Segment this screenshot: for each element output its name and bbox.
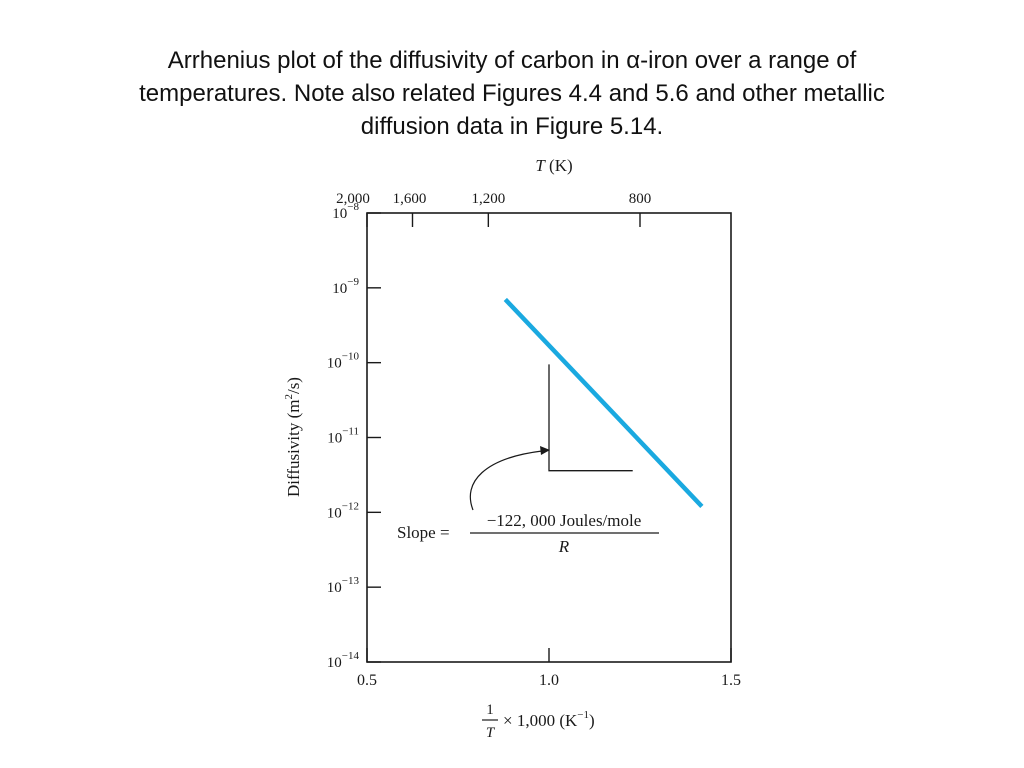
- y-axis-label-exponent: 2: [283, 394, 295, 400]
- y-tick-exponent: −14: [342, 650, 360, 662]
- y-tick-label-1: 10−9: [332, 276, 359, 297]
- y-axis-label-close: /s): [284, 377, 303, 394]
- x-tick-label-0: 0.5: [357, 672, 377, 689]
- caption-line-1: Arrhenius plot of the diffusivity of car…: [167, 47, 857, 74]
- top-axis-label: T (K): [535, 156, 572, 175]
- y-tick-base: 10: [327, 580, 342, 596]
- x-axis-label-numerator: 1: [486, 702, 494, 718]
- top-tick-label-0: 2,000: [336, 191, 370, 207]
- axes-layer: [366, 212, 732, 663]
- marks-layer: [469, 297, 704, 511]
- y-tick-exponent: −12: [342, 500, 359, 512]
- slope-annotation-numerator: −122, 000 Joules/mole: [487, 511, 642, 530]
- slope-annotation-denominator: R: [558, 537, 570, 556]
- y-axis-label-text: Diffusivity (m: [284, 400, 303, 497]
- top-tick-label-2: 1,200: [471, 191, 505, 207]
- top-axis-unit: (K): [545, 156, 573, 175]
- y-tick-exponent: −11: [342, 426, 359, 438]
- x-axis-label-suffix: × 1,000 (K−1): [503, 709, 595, 730]
- y-tick-label-3: 10−11: [327, 426, 359, 447]
- y-tick-base: 10: [327, 356, 342, 372]
- x-axis-label-denominator: T: [486, 725, 496, 741]
- y-tick-label-6: 10−14: [327, 650, 360, 671]
- y-tick-exponent: −13: [342, 575, 360, 587]
- x-tick-label-2: 1.5: [721, 672, 741, 689]
- y-tick-base: 10: [332, 281, 347, 297]
- y-tick-exponent: −9: [347, 276, 359, 288]
- slope-annotation-prefix: Slope =: [397, 523, 450, 542]
- y-tick-label-0: 10−8: [332, 201, 359, 222]
- x-tick-label-1: 1.0: [539, 672, 559, 689]
- figure-caption: Arrhenius plot of the diffusivity of car…: [40, 44, 984, 143]
- top-tick-label-1: 1,600: [393, 191, 427, 207]
- y-tick-base: 10: [332, 206, 347, 222]
- top-tick-label-3: 800: [629, 191, 652, 207]
- y-tick-base: 10: [327, 655, 342, 671]
- y-tick-label-2: 10−10: [327, 351, 360, 372]
- x-axis-label-suffix-text: × 1,000 (K: [503, 711, 578, 730]
- diffusivity-line-0: [503, 297, 704, 508]
- top-axis-symbol: T: [535, 156, 546, 175]
- slope-triangle: [548, 364, 633, 472]
- y-tick-label-5: 10−13: [327, 575, 360, 596]
- x-axis-label-close: ): [589, 711, 595, 730]
- y-axis-label: Diffusivity (m2/s): [283, 377, 303, 497]
- x-axis-label-exponent: −1: [577, 709, 589, 721]
- y-tick-label-4: 10−12: [327, 500, 359, 521]
- y-tick-base: 10: [327, 505, 342, 521]
- y-tick-base: 10: [327, 431, 342, 447]
- y-tick-exponent: −8: [347, 201, 359, 213]
- caption-line-3: diffusion data in Figure 5.14.: [360, 113, 664, 140]
- annotation-arrow-head: [540, 446, 550, 455]
- caption-line-2: temperatures. Note also related Figures …: [139, 80, 885, 107]
- y-tick-exponent: −10: [342, 351, 360, 363]
- annotation-arrow: [469, 450, 543, 511]
